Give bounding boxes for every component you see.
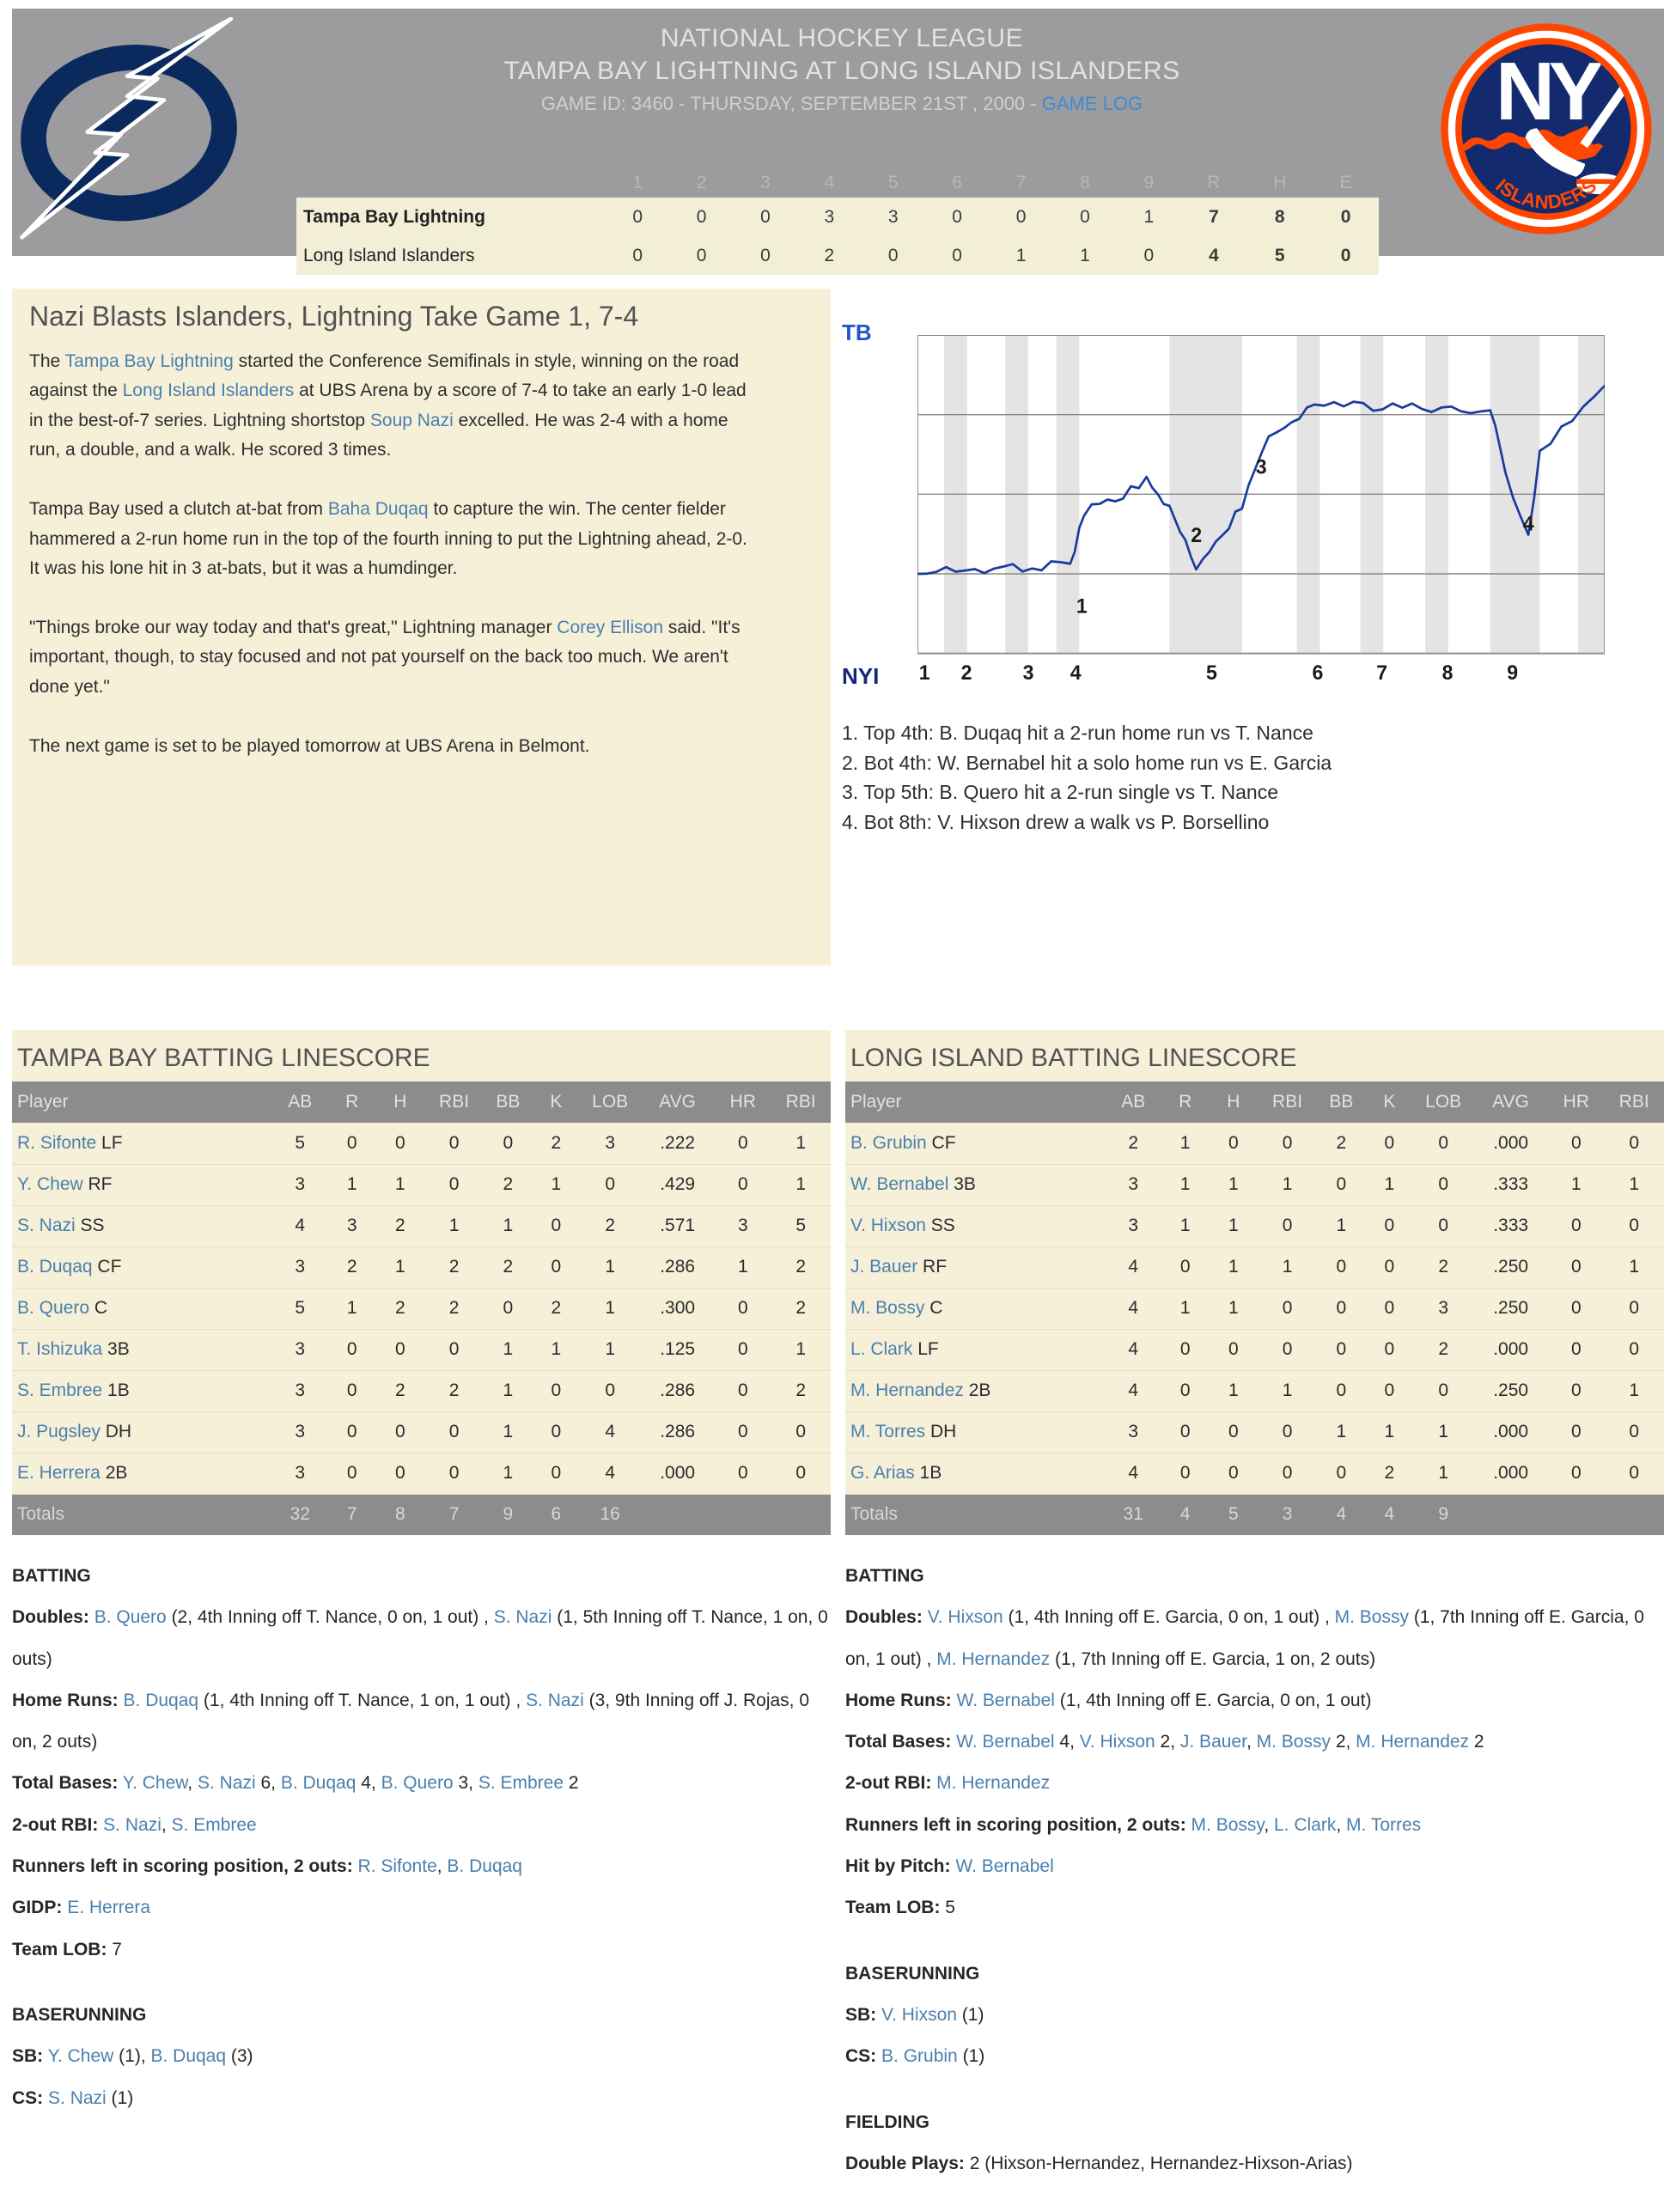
svg-text:4: 4	[1523, 513, 1534, 536]
svg-text:2: 2	[1191, 525, 1202, 548]
svg-text:1: 1	[1076, 595, 1088, 619]
svg-text:9: 9	[1507, 662, 1518, 686]
svg-text:6: 6	[1313, 662, 1324, 686]
svg-text:2: 2	[961, 662, 972, 686]
svg-text:3: 3	[1256, 456, 1267, 479]
svg-text:7: 7	[1376, 662, 1387, 686]
svg-text:5: 5	[1206, 662, 1217, 686]
svg-text:1: 1	[919, 662, 930, 686]
svg-text:8: 8	[1442, 662, 1454, 686]
svg-text:4: 4	[1070, 662, 1082, 686]
svg-text:3: 3	[1023, 662, 1034, 686]
svg-text:NY: NY	[1496, 46, 1603, 137]
